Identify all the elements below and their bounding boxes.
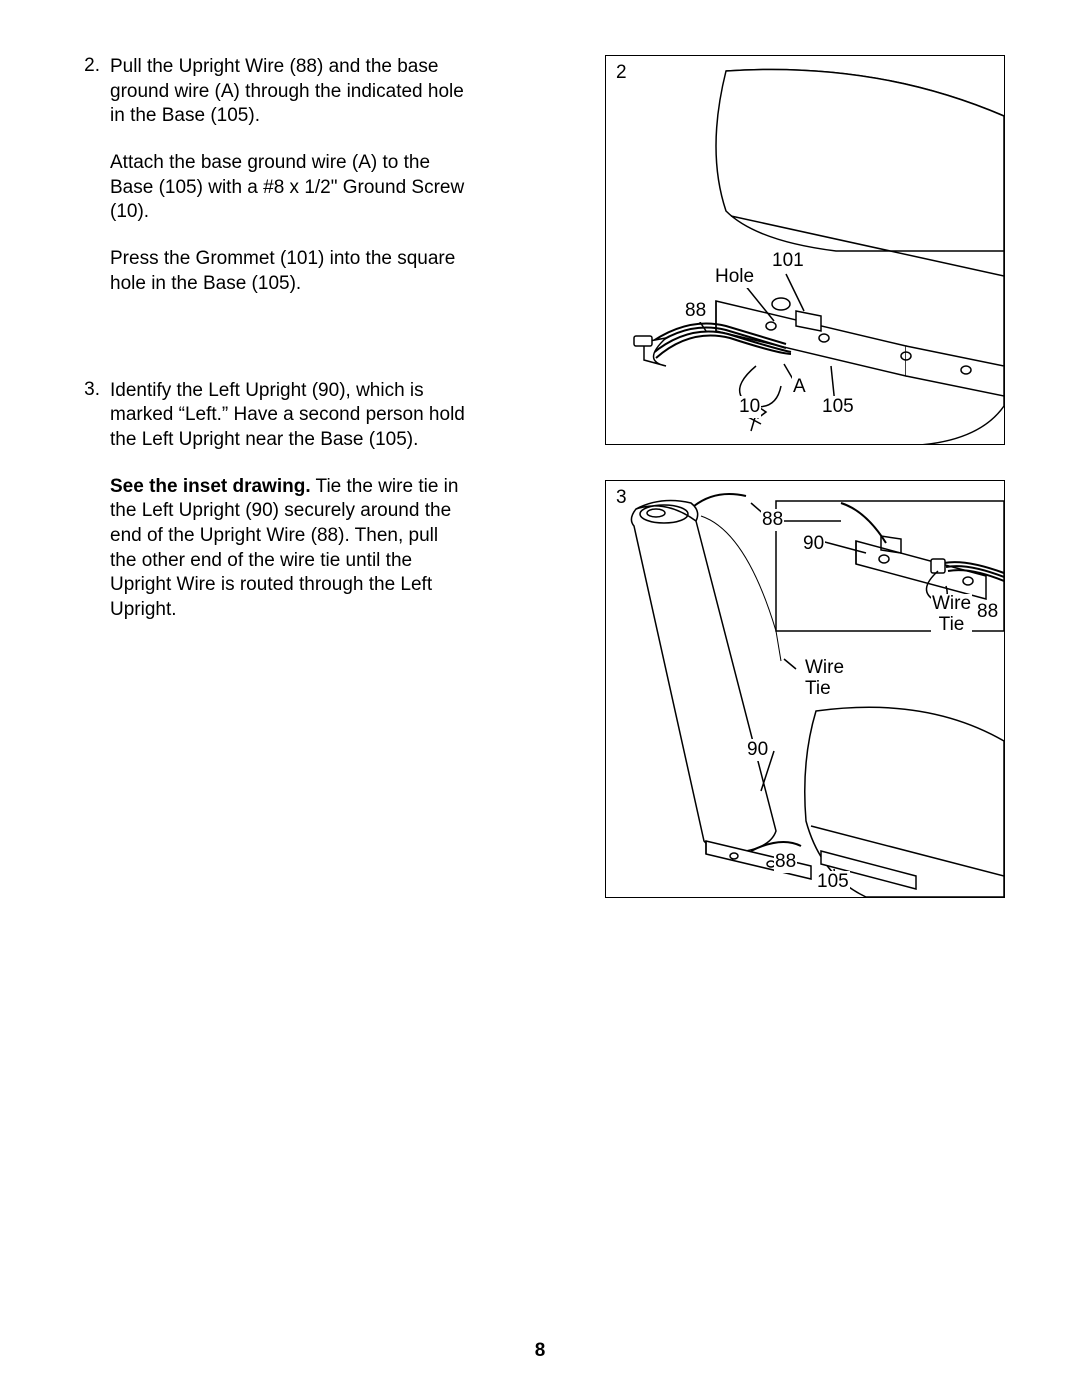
step-2-p3: Press the Grommet (101) into the square … — [110, 247, 465, 296]
fig3-label-90a: 90 — [802, 533, 825, 555]
fig3-label-90b: 90 — [746, 739, 769, 761]
fig3-label-88a: 88 — [761, 509, 784, 531]
step-2-number: 2. — [75, 55, 110, 77]
fig2-label-88: 88 — [684, 300, 707, 322]
fig2-label-10: 10 — [738, 396, 761, 418]
fig3-label-105: 105 — [816, 871, 850, 893]
fig3-label-88b: 88 — [976, 601, 999, 623]
step-3-p1: Identify the Left Upright (90), which is… — [110, 379, 465, 453]
figure-3: 3 — [605, 480, 1005, 898]
step-3-text: Identify the Left Upright (90), which is… — [110, 379, 485, 645]
step-3-number: 3. — [75, 379, 110, 401]
step-3-p2: See the inset drawing. Tie the wire tie … — [110, 475, 465, 623]
step-3-p2-rest: Tie the wire tie in the Left Upright (90… — [110, 476, 458, 620]
page-number: 8 — [0, 1340, 1080, 1362]
step-2-p2: Attach the base ground wire (A) to the B… — [110, 151, 465, 225]
step-2-p1: Pull the Upright Wire (88) and the base … — [110, 55, 465, 129]
figure-2-number: 2 — [616, 62, 627, 84]
fig3-label-wiretie-inset: Wire Tie — [931, 594, 972, 636]
fig2-label-hole: Hole — [714, 266, 755, 288]
step-2-text: Pull the Upright Wire (88) and the base … — [110, 55, 485, 319]
figure-2: 2 — [605, 55, 1005, 445]
fig3-label-wiretie-main: Wire Tie — [804, 658, 845, 700]
fig2-label-101: 101 — [771, 250, 805, 272]
fig2-label-105: 105 — [821, 396, 855, 418]
figure-3-number: 3 — [616, 487, 627, 509]
fig2-label-A: A — [792, 376, 807, 398]
fig3-label-88c: 88 — [774, 851, 797, 873]
step-3-p2-bold: See the inset drawing. — [110, 476, 311, 497]
